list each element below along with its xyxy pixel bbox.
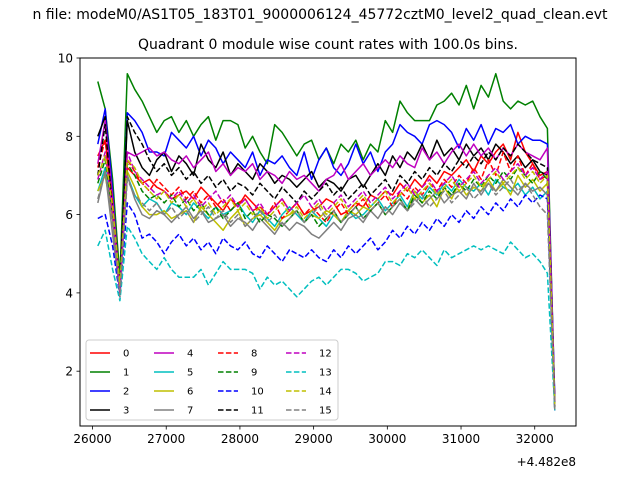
series-line-15 (97, 170, 556, 411)
y-tick-label: 4 (65, 286, 73, 300)
chart-title: Quadrant 0 module wise count rates with … (138, 37, 518, 53)
x-offset-label: +4.482e8 (517, 455, 576, 469)
legend-label-10: 10 (251, 387, 264, 398)
legend-label-15: 15 (319, 406, 332, 417)
series-line-12 (97, 151, 556, 407)
y-axis: 2 4 6 8 10 (58, 52, 80, 379)
x-tick-label: 28000 (221, 432, 259, 446)
series-line-8 (97, 139, 556, 407)
legend-label-3: 3 (123, 406, 129, 417)
legend-label-14: 14 (319, 387, 332, 398)
legend-label-4: 4 (187, 349, 193, 360)
x-tick-label: 30000 (368, 432, 406, 446)
figure-suptitle: n file: modeM0/AS1T05_183T01_9000006124_… (32, 7, 608, 23)
series-line-14 (97, 155, 556, 407)
x-tick-label: 29000 (295, 432, 333, 446)
series-line-4 (97, 119, 556, 403)
series-line-10 (97, 194, 556, 411)
legend-label-13: 13 (319, 368, 332, 379)
legend-label-8: 8 (251, 349, 257, 360)
legend-label-2: 2 (123, 387, 129, 398)
legend-label-11: 11 (251, 406, 264, 417)
y-tick-label: 6 (65, 208, 73, 222)
legend-label-7: 7 (187, 406, 193, 417)
x-tick-label: 26000 (73, 432, 111, 446)
plot-lines (97, 72, 556, 411)
y-tick-label: 10 (58, 52, 73, 66)
legend-box (85, 339, 339, 421)
series-line-11 (97, 115, 556, 407)
y-tick-label: 2 (65, 365, 73, 379)
x-tick-label: 32000 (516, 432, 554, 446)
series-line-13 (97, 225, 556, 411)
series-line-5 (97, 166, 556, 407)
y-tick-label: 8 (65, 130, 73, 144)
series-line-7 (97, 170, 556, 411)
legend-label-0: 0 (123, 349, 129, 360)
series-line-2 (97, 108, 556, 399)
legend-label-9: 9 (251, 368, 257, 379)
legend-label-5: 5 (187, 368, 193, 379)
x-tick-label: 27000 (147, 432, 185, 446)
x-tick-label: 31000 (442, 432, 480, 446)
plot-frame (79, 57, 577, 427)
legend-label-1: 1 (123, 368, 129, 379)
legend-label-6: 6 (187, 387, 193, 398)
legend-label-12: 12 (319, 349, 332, 360)
x-axis: 26000 27000 28000 29000 30000 31000 32000 (73, 426, 554, 446)
